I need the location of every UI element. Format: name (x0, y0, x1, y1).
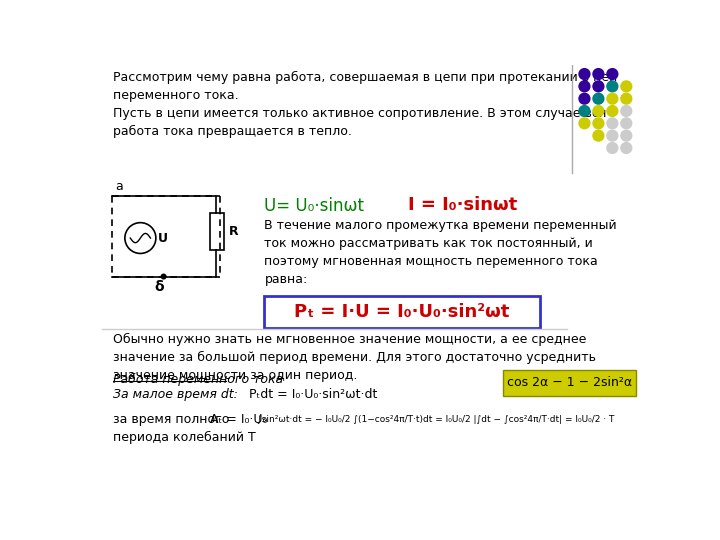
Text: δ: δ (154, 280, 164, 294)
Circle shape (607, 143, 618, 153)
Circle shape (579, 118, 590, 129)
Text: Pₜ = I·U = I₀·U₀·sin²ωt: Pₜ = I·U = I₀·U₀·sin²ωt (294, 303, 510, 321)
Circle shape (161, 274, 166, 279)
Text: Pₜdt = I₀·U₀·sin²ωt·dt: Pₜdt = I₀·U₀·sin²ωt·dt (249, 388, 377, 401)
Circle shape (593, 106, 604, 117)
Text: За малое время dt:: За малое время dt: (113, 388, 238, 401)
Text: В течение малого промежутка времени переменный
ток можно рассматривать как ток п: В течение малого промежутка времени пере… (264, 219, 617, 286)
Circle shape (621, 93, 631, 104)
Circle shape (607, 106, 618, 117)
Circle shape (621, 81, 631, 92)
FancyBboxPatch shape (503, 370, 636, 396)
Circle shape (579, 93, 590, 104)
Circle shape (579, 81, 590, 92)
Circle shape (579, 106, 590, 117)
Circle shape (593, 130, 604, 141)
Circle shape (593, 69, 604, 79)
Circle shape (607, 93, 618, 104)
FancyBboxPatch shape (210, 213, 224, 249)
Text: за время полного
периода колебаний T: за время полного периода колебаний T (113, 413, 256, 444)
Circle shape (621, 143, 631, 153)
Text: Aₜ = I₀·U₀: Aₜ = I₀·U₀ (210, 413, 268, 426)
Circle shape (593, 81, 604, 92)
Text: U: U (158, 232, 168, 245)
Text: I = I₀·sinωt: I = I₀·sinωt (408, 195, 517, 214)
Circle shape (579, 69, 590, 79)
Circle shape (593, 118, 604, 129)
Text: a: a (114, 180, 122, 193)
Circle shape (621, 130, 631, 141)
Text: Работа переменного тока: Работа переменного тока (113, 373, 284, 386)
Text: U= U₀·sinωt: U= U₀·sinωt (264, 197, 364, 215)
Text: R: R (229, 225, 238, 238)
Circle shape (607, 81, 618, 92)
Text: ∫sin²ωt·dt = − I₀U₀/2 ∫(1−cos²4π/T·t)dt = I₀U₀/2 |∫dt − ∫cos²4π/T·dt| = I₀U₀/2 ·: ∫sin²ωt·dt = − I₀U₀/2 ∫(1−cos²4π/T·t)dt … (256, 415, 614, 424)
Circle shape (607, 69, 618, 79)
Circle shape (621, 118, 631, 129)
Text: Обычно нужно знать не мгновенное значение мощности, а ее среднее
значение за бол: Обычно нужно знать не мгновенное значени… (113, 333, 596, 382)
Circle shape (621, 106, 631, 117)
Circle shape (607, 130, 618, 141)
Circle shape (593, 93, 604, 104)
Text: cos 2α − 1 − 2sin²α: cos 2α − 1 − 2sin²α (507, 376, 632, 389)
Circle shape (607, 118, 618, 129)
FancyBboxPatch shape (264, 296, 539, 328)
Text: Рассмотрим чему равна работа, совершаемая в цепи при протекании в ней
переменног: Рассмотрим чему равна работа, совершаема… (113, 71, 618, 138)
